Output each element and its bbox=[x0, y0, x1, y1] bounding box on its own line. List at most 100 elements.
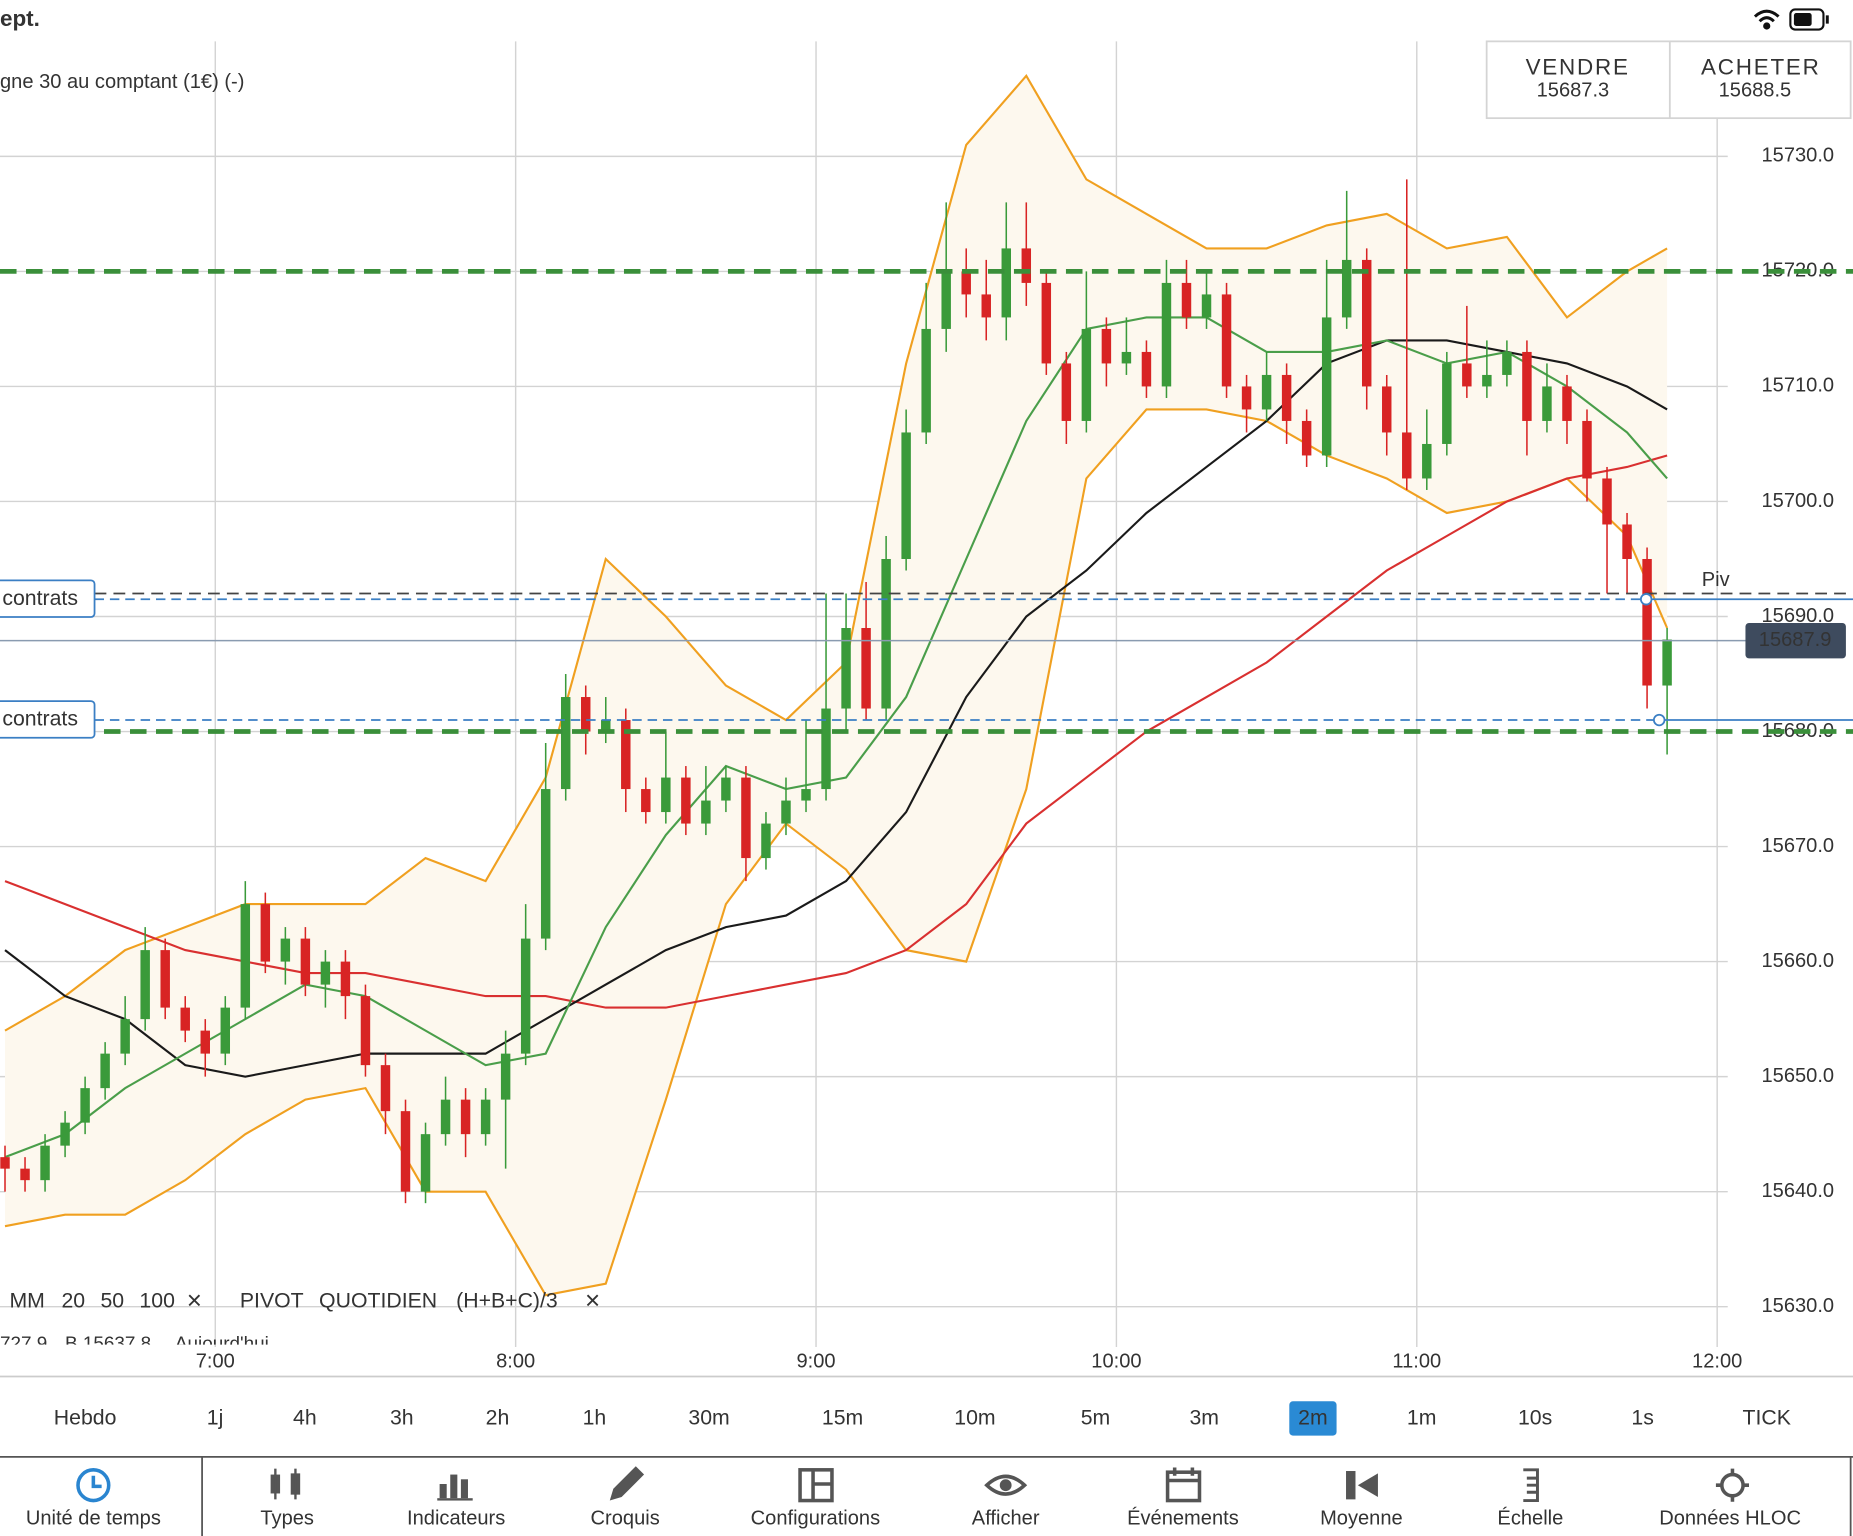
last-price-badge bbox=[1745, 622, 1846, 659]
candle-body bbox=[1261, 374, 1272, 410]
timeframe-button[interactable]: 1h bbox=[583, 1406, 607, 1430]
candle-body bbox=[20, 1168, 30, 1181]
candle-body bbox=[601, 720, 611, 732]
timeframe-bar: Hebdo 1j 4h 3h 2h 1h 30m 15m 10m 5m 3m 2m 1m 10s 1s TIC… bbox=[54, 1401, 1791, 1436]
candle-body bbox=[701, 800, 711, 824]
timeframe-button[interactable]: 2m bbox=[1298, 1406, 1328, 1430]
toolbar-button[interactable]: Moyenne bbox=[1320, 1508, 1403, 1530]
indicator-legend: MM 20 50 100 × PIVOT QUOTIDIEN (H+B+C)/3… bbox=[9, 1285, 600, 1315]
candle-body bbox=[721, 777, 731, 801]
candle-body bbox=[1642, 558, 1652, 686]
toolbar-button[interactable]: Configurations bbox=[751, 1508, 880, 1530]
timeframe-button[interactable]: 15m bbox=[822, 1406, 863, 1430]
info-low: B 15637.8 bbox=[65, 1334, 151, 1355]
timeframe-button[interactable]: 3m bbox=[1189, 1406, 1219, 1430]
candle-body bbox=[1081, 328, 1092, 421]
candle-body bbox=[1442, 363, 1452, 444]
buy-button-label[interactable]: ACHETER bbox=[1701, 54, 1821, 79]
toolbar-button[interactable]: Unité de temps bbox=[26, 1508, 161, 1530]
candle-body bbox=[1121, 351, 1132, 364]
toolbar-button[interactable]: Données HLOC bbox=[1659, 1508, 1801, 1530]
order-label[interactable]: contrats bbox=[2, 707, 78, 731]
instrument-name: gne 30 au comptant (1€) (-) bbox=[0, 71, 244, 93]
remove-ma-button[interactable]: × bbox=[187, 1285, 202, 1315]
candle-body bbox=[180, 1007, 190, 1031]
sell-button-label[interactable]: VENDRE bbox=[1526, 54, 1630, 79]
timeframe-button[interactable]: 1s bbox=[1631, 1406, 1653, 1430]
status-carrier: ept. bbox=[0, 6, 40, 31]
candle-body bbox=[1281, 374, 1292, 421]
legend-entry: 20 bbox=[61, 1289, 85, 1313]
candle-body bbox=[1101, 328, 1112, 364]
toolbar-button[interactable]: Événements bbox=[1127, 1507, 1239, 1530]
candle-body bbox=[1301, 420, 1312, 456]
plot-layer bbox=[0, 74, 1672, 1297]
order-handle[interactable] bbox=[1652, 713, 1666, 727]
timeframe-button[interactable]: 10m bbox=[954, 1406, 995, 1430]
candle-body bbox=[1382, 386, 1392, 433]
toolbar-button[interactable]: Échelle bbox=[1497, 1507, 1563, 1530]
y-tick-label: 15630.0 bbox=[1762, 1295, 1835, 1317]
candle-body bbox=[1602, 478, 1612, 525]
candle-body bbox=[220, 1007, 231, 1054]
candle-body bbox=[480, 1099, 491, 1135]
candle-body bbox=[280, 938, 291, 962]
x-tick-label: 11:00 bbox=[1392, 1351, 1441, 1373]
buy-price[interactable]: 15688.5 bbox=[1719, 79, 1792, 101]
timeframe-button[interactable]: 1j bbox=[207, 1406, 224, 1430]
remove-pivot-button[interactable]: × bbox=[585, 1285, 600, 1315]
timeframe-button[interactable]: 5m bbox=[1081, 1406, 1111, 1430]
candle-body bbox=[1181, 282, 1192, 318]
timeframe-button[interactable]: 4h bbox=[293, 1406, 317, 1430]
timeframe-button[interactable]: TICK bbox=[1743, 1406, 1791, 1430]
candle-body bbox=[160, 950, 170, 1008]
order-label[interactable]: contrats bbox=[2, 586, 78, 610]
candle-body bbox=[1341, 259, 1352, 318]
timeframe-button[interactable]: Hebdo bbox=[54, 1406, 117, 1430]
toolbar-button[interactable]: Indicateurs bbox=[407, 1508, 505, 1530]
candle-body bbox=[300, 938, 311, 985]
order-box[interactable] bbox=[0, 579, 96, 618]
candle-body bbox=[340, 961, 351, 997]
candle-body bbox=[1021, 248, 1032, 283]
y-tick-label: 15670.0 bbox=[1762, 835, 1835, 857]
candle-body bbox=[1662, 639, 1672, 686]
x-tick-label: 7:00 bbox=[196, 1351, 235, 1373]
y-tick-label: 15690.0 bbox=[1762, 605, 1835, 627]
toolbar-button[interactable]: Croquis bbox=[591, 1508, 660, 1530]
candle-body bbox=[1361, 259, 1372, 387]
timeframe-button[interactable]: 2h bbox=[486, 1406, 510, 1430]
candle-body bbox=[520, 938, 531, 1054]
candle-body bbox=[1502, 351, 1512, 375]
y-tick-label: 15710.0 bbox=[1762, 375, 1835, 397]
timeframe-button[interactable]: 30m bbox=[688, 1406, 729, 1430]
timeframe-button[interactable]: 1m bbox=[1407, 1406, 1437, 1430]
candle-body bbox=[621, 720, 631, 790]
quote-panel: VENDRE 15687.3 ACHETER 15688.5 bbox=[1485, 40, 1852, 120]
battery-icon bbox=[1789, 8, 1829, 31]
x-tick-label: 12:00 bbox=[1692, 1351, 1742, 1373]
bottom-toolbar: Unité de temps Types Indicateurs Croquis Con… bbox=[26, 1466, 1801, 1530]
pivot-label: Piv bbox=[1702, 569, 1730, 591]
candle-body bbox=[1482, 374, 1492, 387]
x-tick-label: 8:00 bbox=[496, 1351, 535, 1373]
toolbar-button[interactable]: Afficher bbox=[972, 1508, 1040, 1530]
candle-body bbox=[1201, 294, 1212, 318]
sketch-icon bbox=[609, 1466, 645, 1501]
overlay-layer: 15630.015640.015650.015660.015670.015680… bbox=[0, 145, 1853, 1373]
candle-body bbox=[1542, 386, 1552, 421]
timeframe-button[interactable]: 3h bbox=[390, 1406, 414, 1430]
series-line bbox=[4, 408, 1669, 1297]
candle-body bbox=[921, 328, 931, 433]
order-box[interactable] bbox=[0, 700, 96, 739]
candle-body bbox=[0, 1157, 10, 1169]
candle-body bbox=[460, 1099, 471, 1135]
order-handle[interactable] bbox=[1639, 593, 1653, 606]
sell-price[interactable]: 15687.3 bbox=[1537, 79, 1610, 101]
band-fill bbox=[5, 75, 1668, 1296]
timeframe-selected-bg bbox=[1289, 1401, 1337, 1436]
toolbar-button[interactable]: Types bbox=[260, 1508, 314, 1530]
timeframe-button[interactable]: 10s bbox=[1518, 1406, 1552, 1430]
y-tick-label: 15650.0 bbox=[1762, 1065, 1835, 1087]
candle-body bbox=[40, 1145, 50, 1181]
